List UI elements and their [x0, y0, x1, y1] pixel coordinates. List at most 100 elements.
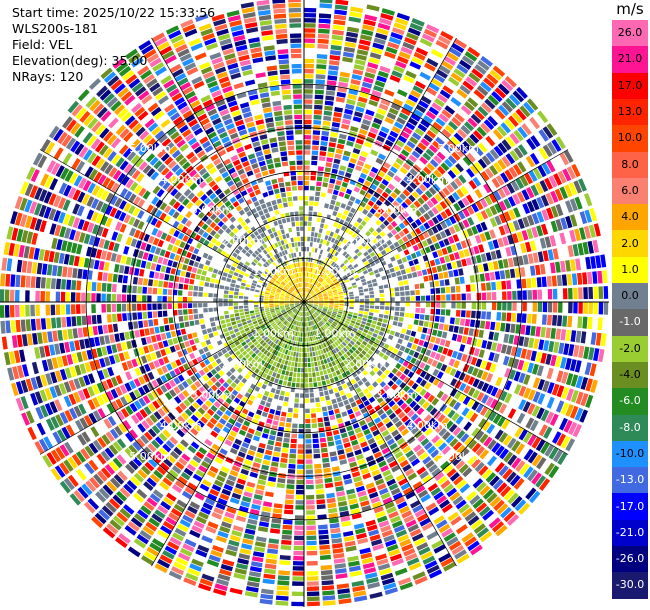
range-gate [427, 394, 435, 403]
range-gate [459, 344, 466, 352]
range-gate [448, 120, 459, 131]
range-gate [529, 490, 541, 504]
range-gate [304, 165, 310, 170]
range-gate [532, 167, 543, 180]
range-gate [203, 366, 210, 374]
range-gate [305, 413, 311, 419]
range-gate [314, 258, 318, 264]
range-gate [258, 442, 266, 449]
range-gate [400, 296, 405, 301]
range-gate [189, 339, 195, 346]
range-gate [225, 549, 237, 557]
range-gate [117, 470, 128, 482]
range-gate [342, 155, 350, 162]
range-gate [203, 530, 215, 539]
range-gate [415, 295, 421, 301]
range-gate [329, 137, 337, 143]
range-gate [314, 312, 318, 317]
range-gate [256, 393, 263, 399]
range-gate [337, 449, 345, 455]
range-gate [293, 308, 297, 313]
range-gate [274, 326, 279, 331]
range-gate [343, 322, 349, 327]
range-gate [529, 265, 536, 276]
range-gate [148, 361, 156, 370]
range-gate [417, 76, 429, 85]
range-gate [313, 313, 317, 318]
range-gate [561, 371, 569, 384]
range-gate [323, 268, 328, 273]
range-gate [172, 432, 182, 442]
range-gate [478, 418, 487, 429]
range-gate [234, 520, 245, 528]
range-gate [377, 515, 388, 523]
range-gate [439, 279, 445, 287]
range-gate [506, 280, 512, 290]
range-gate [521, 158, 531, 170]
range-gate [307, 311, 310, 316]
range-gate [372, 429, 380, 437]
range-gate [130, 476, 141, 487]
range-gate [424, 526, 436, 536]
range-gate [145, 521, 158, 532]
range-gate [391, 416, 400, 424]
range-gate [435, 400, 444, 409]
range-gate [111, 344, 118, 354]
range-gate [343, 277, 349, 281]
range-gate [313, 319, 317, 324]
range-gate [418, 206, 426, 215]
range-gate [307, 311, 310, 316]
range-gate [321, 320, 325, 324]
range-gate [294, 303, 300, 305]
range-gate [15, 381, 24, 395]
range-gate [491, 177, 501, 189]
range-gate [412, 271, 418, 278]
range-gate [492, 65, 506, 77]
range-gate [256, 316, 262, 320]
range-gate [456, 63, 469, 75]
range-gate [318, 296, 323, 298]
range-gate [483, 77, 496, 89]
range-gate [29, 347, 36, 360]
range-gate [241, 442, 250, 449]
range-gate [460, 125, 471, 135]
range-gate [508, 115, 519, 127]
range-gate [274, 317, 279, 321]
range-gate [292, 581, 304, 586]
range-gate [102, 484, 114, 496]
range-gate [313, 114, 322, 120]
range-gate [481, 371, 489, 381]
range-gate [555, 219, 563, 231]
range-gate [76, 351, 83, 363]
range-gate [265, 309, 270, 313]
range-gate [321, 130, 330, 136]
range-gate [343, 353, 349, 359]
range-gate [331, 39, 343, 46]
range-gate [368, 340, 374, 346]
range-gate [260, 593, 274, 600]
range-gate [354, 324, 359, 329]
range-gate [484, 408, 493, 419]
range-gate [306, 566, 319, 571]
range-gate [291, 319, 295, 324]
range-gate [297, 342, 300, 347]
range-gate [329, 300, 334, 302]
range-gate [396, 246, 403, 253]
range-gate [219, 315, 225, 320]
range-gate [349, 461, 358, 468]
range-gate [397, 89, 408, 98]
range-gate [329, 303, 334, 305]
range-gate [372, 381, 379, 388]
range-gate [587, 271, 593, 285]
range-gate [185, 572, 199, 582]
range-gate [333, 291, 338, 294]
range-gate [381, 529, 393, 538]
range-gate [307, 262, 310, 267]
range-gate [339, 427, 347, 434]
range-gate [362, 281, 367, 286]
range-gate [380, 572, 394, 581]
range-gate [305, 418, 311, 424]
range-gate [63, 381, 72, 393]
range-gate [508, 209, 516, 220]
range-gate [577, 272, 583, 285]
